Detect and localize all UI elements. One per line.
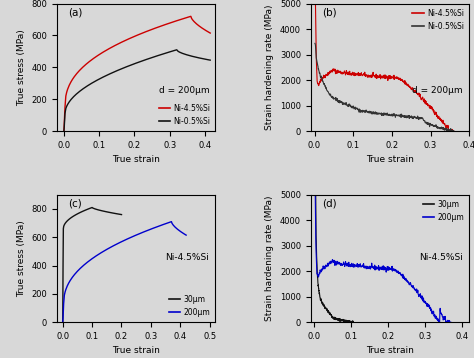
X-axis label: True strain: True strain [112, 347, 160, 355]
Text: (c): (c) [68, 199, 82, 209]
Y-axis label: True stress (MPa): True stress (MPa) [17, 220, 26, 297]
X-axis label: True strain: True strain [112, 155, 160, 164]
X-axis label: True strain: True strain [366, 155, 414, 164]
Legend: Ni-4.5%Si, Ni-0.5%Si: Ni-4.5%Si, Ni-0.5%Si [157, 102, 212, 127]
Text: (a): (a) [68, 8, 82, 18]
Y-axis label: Strain hardening rate (MPa): Strain hardening rate (MPa) [265, 5, 274, 130]
Text: Ni-4.5%Si: Ni-4.5%Si [419, 253, 463, 262]
Y-axis label: Strain hardening rate (MPa): Strain hardening rate (MPa) [265, 196, 274, 321]
Y-axis label: True stress (MPa): True stress (MPa) [17, 29, 26, 106]
Legend: 30μm, 200μm: 30μm, 200μm [167, 294, 212, 318]
Text: Ni-4.5%Si: Ni-4.5%Si [165, 253, 209, 262]
Text: d = 200μm: d = 200μm [158, 86, 209, 95]
Text: (d): (d) [322, 199, 337, 209]
Legend: Ni-4.5%Si, Ni-0.5%Si: Ni-4.5%Si, Ni-0.5%Si [411, 8, 465, 32]
Text: d = 200μm: d = 200μm [412, 86, 463, 95]
Text: (b): (b) [322, 8, 337, 18]
Legend: 30μm, 200μm: 30μm, 200μm [421, 199, 465, 223]
X-axis label: True strain: True strain [366, 347, 414, 355]
